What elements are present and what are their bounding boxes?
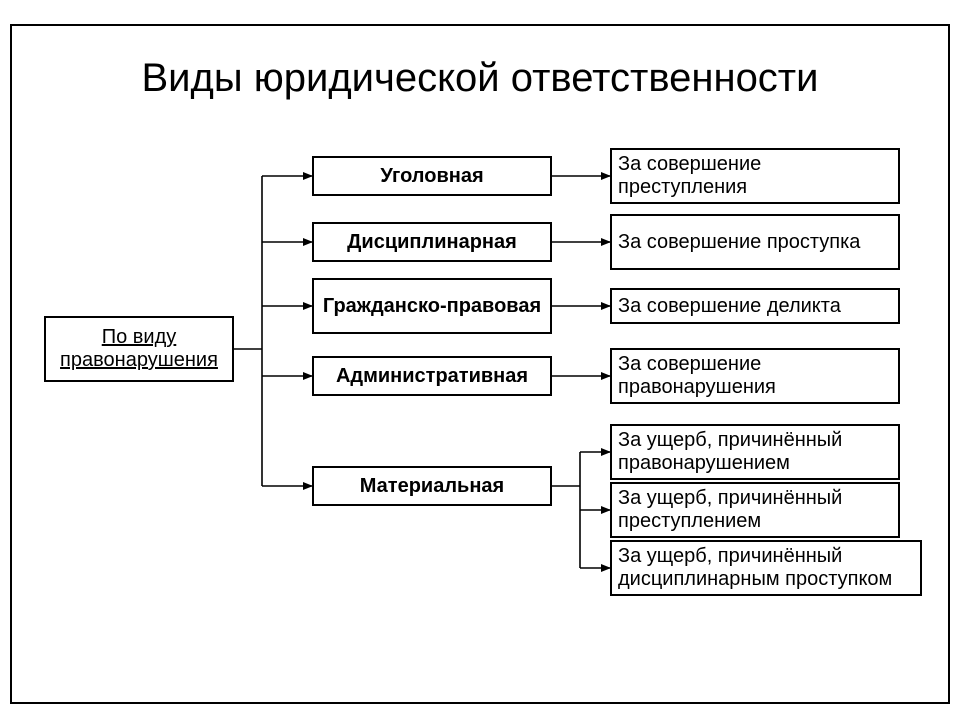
category-node-distsiplinarnaya: Дисциплинарная [312, 222, 552, 262]
description-node: За совершение правонарушения [610, 348, 900, 404]
description-node: За совершение преступления [610, 148, 900, 204]
description-label: За ущерб, причинённый преступлением [618, 487, 892, 533]
category-label: Гражданско-правовая [323, 295, 541, 318]
description-label: За совершение проступка [618, 231, 860, 254]
category-node-administrativnaya: Административная [312, 356, 552, 396]
category-label: Уголовная [380, 165, 483, 188]
diagram-title: Виды юридической ответственности [12, 56, 948, 101]
description-node: За ущерб, причинённый преступлением [610, 482, 900, 538]
description-node: За ущерб, причинённый дисциплинарным про… [610, 540, 922, 596]
diagram-frame: Виды юридической ответственности По виду… [10, 24, 950, 704]
root-node: По виду правонарушения [44, 316, 234, 382]
description-node: За совершение проступка [610, 214, 900, 270]
description-label: За ущерб, причинённый правонарушением [618, 429, 892, 475]
description-label: За совершение деликта [618, 295, 841, 318]
category-node-ugolovnaya: Уголовная [312, 156, 552, 196]
category-label: Материальная [360, 475, 504, 498]
description-label: За ущерб, причинённый дисциплинарным про… [618, 545, 914, 591]
root-label: По виду правонарушения [52, 326, 226, 372]
description-label: За совершение правонарушения [618, 353, 892, 399]
description-node: За совершение деликта [610, 288, 900, 324]
description-label: За совершение преступления [618, 153, 892, 199]
category-node-grazhdansko-pravovaya: Гражданско-правовая [312, 278, 552, 334]
category-node-materialnaya: Материальная [312, 466, 552, 506]
description-node: За ущерб, причинённый правонарушением [610, 424, 900, 480]
category-label: Административная [336, 365, 528, 388]
category-label: Дисциплинарная [347, 231, 517, 254]
